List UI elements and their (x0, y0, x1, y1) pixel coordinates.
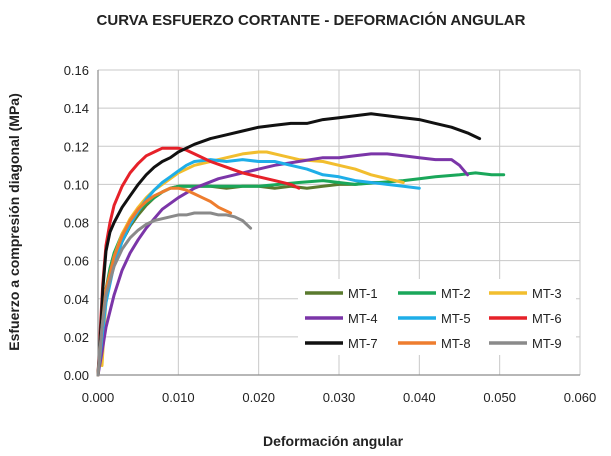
y-tick-label: 0.00 (64, 368, 89, 383)
legend-item-mt-9: MT-9 (489, 336, 562, 351)
legend-label: MT-7 (348, 336, 378, 351)
x-tick-label: 0.000 (82, 390, 115, 405)
y-tick-label: 0.10 (64, 177, 89, 192)
legend-label: MT-3 (532, 286, 562, 301)
legend-item-mt-5: MT-5 (398, 311, 471, 326)
legend-item-mt-1: MT-1 (305, 286, 378, 301)
series-line-mt-7 (96, 112, 482, 377)
chart-title: CURVA ESFUERZO CORTANTE - DEFORMACIÓN AN… (97, 11, 526, 29)
y-tick-label: 0.06 (64, 254, 89, 269)
legend-box (298, 279, 576, 355)
series-line-mt-6 (96, 146, 301, 377)
x-tick-label: 0.010 (162, 390, 195, 405)
y-axis-label: Esfuerzo a compresión diagonal (MPa) (6, 93, 22, 351)
series-line-mt-5 (96, 158, 421, 377)
x-tick-label: 0.020 (242, 390, 275, 405)
y-tick-label: 0.14 (64, 101, 89, 116)
legend-item-mt-4: MT-4 (305, 311, 378, 326)
axes: 0.00 0.02 0.04 0.06 0.08 0.10 0.12 0.14 0.16 0.00… (64, 63, 597, 405)
x-tick-label: 0.060 (564, 390, 597, 405)
legend-label: MT-8 (441, 336, 471, 351)
series-line-mt-8 (96, 186, 233, 377)
legend-label: MT-4 (348, 311, 378, 326)
legend-item-mt-8: MT-8 (398, 336, 471, 351)
x-tick-label: 0.050 (483, 390, 516, 405)
series-layer (96, 112, 506, 377)
legend-item-mt-2: MT-2 (398, 286, 471, 301)
x-axis-label: Deformación angular (263, 433, 404, 449)
x-tick-label: 0.030 (323, 390, 356, 405)
y-tick-label: 0.04 (64, 292, 89, 307)
y-tick-label: 0.08 (64, 216, 89, 231)
legend-label: MT-9 (532, 336, 562, 351)
legend-label: MT-1 (348, 286, 378, 301)
y-tick-label: 0.02 (64, 330, 89, 345)
legend-label: MT-6 (532, 311, 562, 326)
legend-item-mt-7: MT-7 (305, 336, 378, 351)
legend-item-mt-6: MT-6 (489, 311, 562, 326)
y-tick-label: 0.12 (64, 139, 89, 154)
legend-label: MT-5 (441, 311, 471, 326)
y-tick-label: 0.16 (64, 63, 89, 78)
series-line-mt-9 (96, 211, 253, 377)
legend-label: MT-2 (441, 286, 471, 301)
legend-item-mt-3: MT-3 (489, 286, 562, 301)
x-tick-label: 0.040 (403, 390, 436, 405)
series-line-mt-4 (96, 152, 469, 377)
legend: MT-1 MT-2 MT-3 MT-4 MT-5 MT-6 MT-7 MT-8 MT-9 (298, 279, 576, 355)
